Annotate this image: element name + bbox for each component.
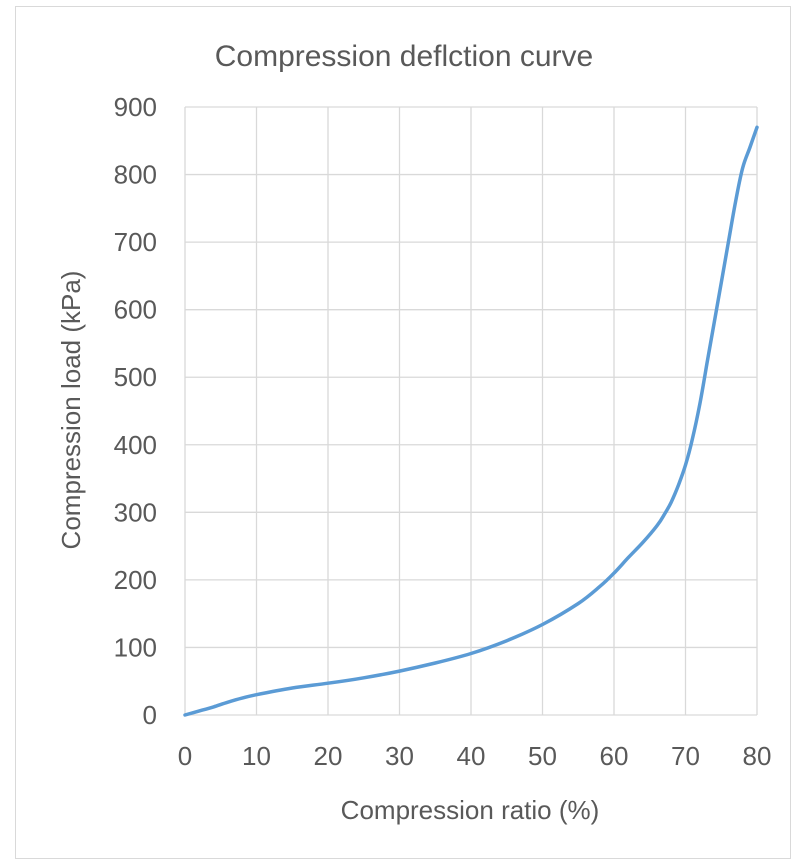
chart-title: Compression deflction curve (215, 40, 594, 73)
y-tick-label: 200 (114, 565, 157, 595)
y-tick-label: 900 (114, 92, 157, 122)
x-tick-label: 30 (385, 741, 414, 771)
y-tick-label: 500 (114, 362, 157, 392)
x-tick-label: 60 (600, 741, 629, 771)
x-axis-tick-labels: 0 10 20 30 40 50 60 70 80 (178, 741, 772, 771)
x-tick-label: 20 (314, 741, 343, 771)
y-tick-label: 700 (114, 227, 157, 257)
y-tick-label: 300 (114, 497, 157, 527)
y-axis-tick-labels: 0 100 200 300 400 500 600 700 800 900 (114, 92, 157, 730)
chart-frame (15, 6, 791, 859)
y-tick-label: 800 (114, 160, 157, 190)
x-tick-label: 50 (528, 741, 557, 771)
x-tick-label: 10 (242, 741, 271, 771)
x-tick-label: 80 (743, 741, 772, 771)
y-tick-label: 600 (114, 295, 157, 325)
x-axis-title: Compression ratio (%) (341, 795, 600, 825)
x-tick-label: 0 (178, 741, 192, 771)
series-line (183, 125, 759, 717)
x-tick-label: 70 (671, 741, 700, 771)
gridlines (184, 106, 758, 716)
y-tick-label: 400 (114, 430, 157, 460)
y-axis-title: Compression load (kPa) (56, 271, 86, 550)
y-tick-label: 100 (114, 632, 157, 662)
x-tick-label: 40 (457, 741, 486, 771)
y-tick-label: 0 (143, 700, 157, 730)
